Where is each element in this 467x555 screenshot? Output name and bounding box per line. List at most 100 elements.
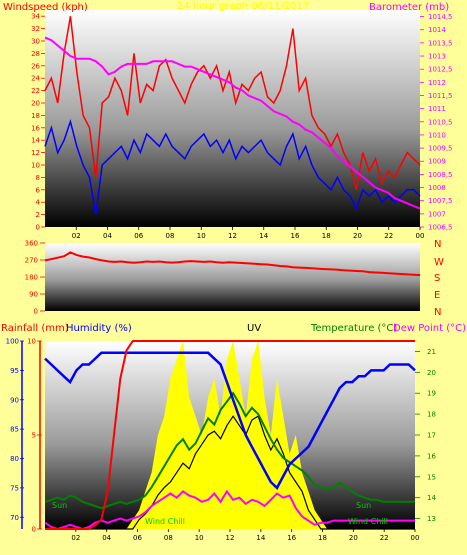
series-humidity [44,351,416,490]
windspeed-tick-label: 4 [36,199,41,207]
legend-wind-chill-right: Wind Chill [348,517,388,526]
x-tick-label: 18 [322,232,331,240]
x-tick-label: 20 [353,232,362,240]
windspeed-tick-label: 14 [31,137,40,145]
windspeed-tick-label: 12 [31,149,40,157]
wind-plot-area [45,10,420,227]
series-direction [44,251,421,277]
windspeed-tick-label: 0 [36,224,40,232]
series-barometer [44,36,421,210]
x-tick-label: 06 [133,534,142,542]
temperature-tick-label: 17 [427,432,436,440]
rainfall-axis-title: Rainfall (mm) [1,323,69,334]
humidity-tick-label: 75 [10,484,19,492]
humidity-tick-label: 85 [10,426,19,434]
barometer-tick-label: 1007 [428,210,446,218]
barometer-axis-ticks: 1006,5 1007 1007,5 1008 1008,5 1009 1009,5 1010… [420,13,453,232]
humidity-axis-ticks: 70 75 80 85 90 95 100 [6,338,24,529]
windspeed-tick-label: 22 [31,87,40,95]
direction-tick-label: 180 [25,274,38,282]
direction-tick-label: 90 [29,291,38,299]
series-rain [45,340,415,530]
barometer-axis-title: Barometer (mb) [369,2,449,13]
windspeed-tick-label: 10 [31,162,40,170]
x-tick-label: 06 [134,232,143,240]
humidity-tick-label: 80 [10,455,19,463]
barometer-tick-label: 1013,5 [428,39,453,47]
climate-time-axis-ticks: 02 04 06 08 10 12 14 16 18 20 22 00 [71,529,419,542]
direction-tick-label: 0 [34,308,38,316]
x-tick-label: 22 [384,232,393,240]
x-tick-label: 22 [380,534,389,542]
windspeed-tick-label: 24 [31,75,40,83]
barometer-tick-label: 1009,5 [428,145,453,153]
series-solar [45,415,415,530]
windspeed-tick-label: 32 [31,25,40,33]
x-tick-label: 10 [195,534,204,542]
rain-tick-label: 0 [32,526,36,534]
dewpoint-axis-title: Dew Point (°C) [393,323,466,334]
x-tick-label: 08 [166,232,175,240]
temperature-axis-title: Temperature (°C) [310,323,397,334]
temperature-tick-label: 18 [427,411,436,419]
windspeed-tick-label: 6 [36,186,41,194]
barometer-tick-label: 1012,5 [428,66,453,74]
windspeed-tick-label: 2 [36,211,40,219]
rain-tick-label: 10 [27,338,36,346]
direction-tick-label: 270 [25,257,38,265]
compass-label-n2: N [434,307,441,318]
barometer-tick-label: 1009 [428,158,446,166]
compass-label-s: S [434,273,440,284]
x-tick-label: 02 [72,232,81,240]
temperature-axis-ticks: 13 14 15 16 17 18 19 20 21 [415,348,436,523]
x-tick-label: 12 [228,232,237,240]
series-gust [44,16,421,190]
x-tick-label: 00 [416,232,425,240]
x-tick-label: 04 [102,534,111,542]
barometer-tick-label: 1010,5 [428,118,453,126]
series-speed [44,118,421,215]
windspeed-tick-label: 18 [31,112,40,120]
wind-direction-panel: 0 90 180 270 360 N W S E N [25,239,444,318]
barometer-tick-label: 1008,5 [428,171,453,179]
x-tick-label: 04 [103,232,112,240]
windspeed-tick-label: 8 [36,174,40,182]
compass-label-w: W [434,257,444,268]
temperature-tick-label: 14 [427,494,436,502]
direction-plot-area [45,243,420,311]
compass-label-n: N [434,239,441,250]
x-tick-label: 10 [197,232,206,240]
x-tick-label: 16 [291,232,300,240]
temperature-tick-label: 13 [427,515,436,523]
legend-sunshine-right: Sun [356,501,371,510]
temperature-tick-label: 19 [427,390,436,398]
x-tick-label: 18 [318,534,327,542]
x-tick-label: 16 [287,534,296,542]
barometer-tick-label: 1013 [428,53,446,61]
direction-tick-label: 360 [25,240,38,248]
windspeed-tick-label: 34 [31,13,40,21]
x-tick-label: 14 [259,232,268,240]
barometer-tick-label: 1014 [428,26,446,34]
compass-label-e: E [434,290,440,301]
barometer-tick-label: 1012 [428,79,446,87]
direction-axis-ticks: 0 90 180 270 360 [25,240,45,316]
legend-wind-chill-left: Wind Chill [145,517,185,526]
rain-tick-label: 5 [32,432,36,440]
x-tick-label: 12 [226,534,235,542]
temperature-tick-label: 15 [427,473,436,481]
legend-sunshine-left: Sun [52,501,67,510]
humidity-tick-label: 90 [10,396,19,404]
date-line: 24 hour graph 06/11/2017 [177,1,309,12]
rain-humidity-temperature-panel: Rainfall (mm) Humidity (%) UV Temperatur… [1,323,466,542]
humidity-tick-label: 95 [10,367,19,375]
windspeed-axis-title: Windspeed (kph) [3,2,88,13]
humidity-tick-label: 70 [10,514,19,522]
temperature-tick-label: 20 [427,369,436,377]
barometer-tick-label: 1007,5 [428,197,453,205]
barometer-tick-label: 1006,5 [428,224,453,232]
barometer-tick-label: 1011 [428,105,446,113]
rain-axis-ticks: 0 5 10 [27,338,42,534]
x-tick-label: 00 [411,534,420,542]
